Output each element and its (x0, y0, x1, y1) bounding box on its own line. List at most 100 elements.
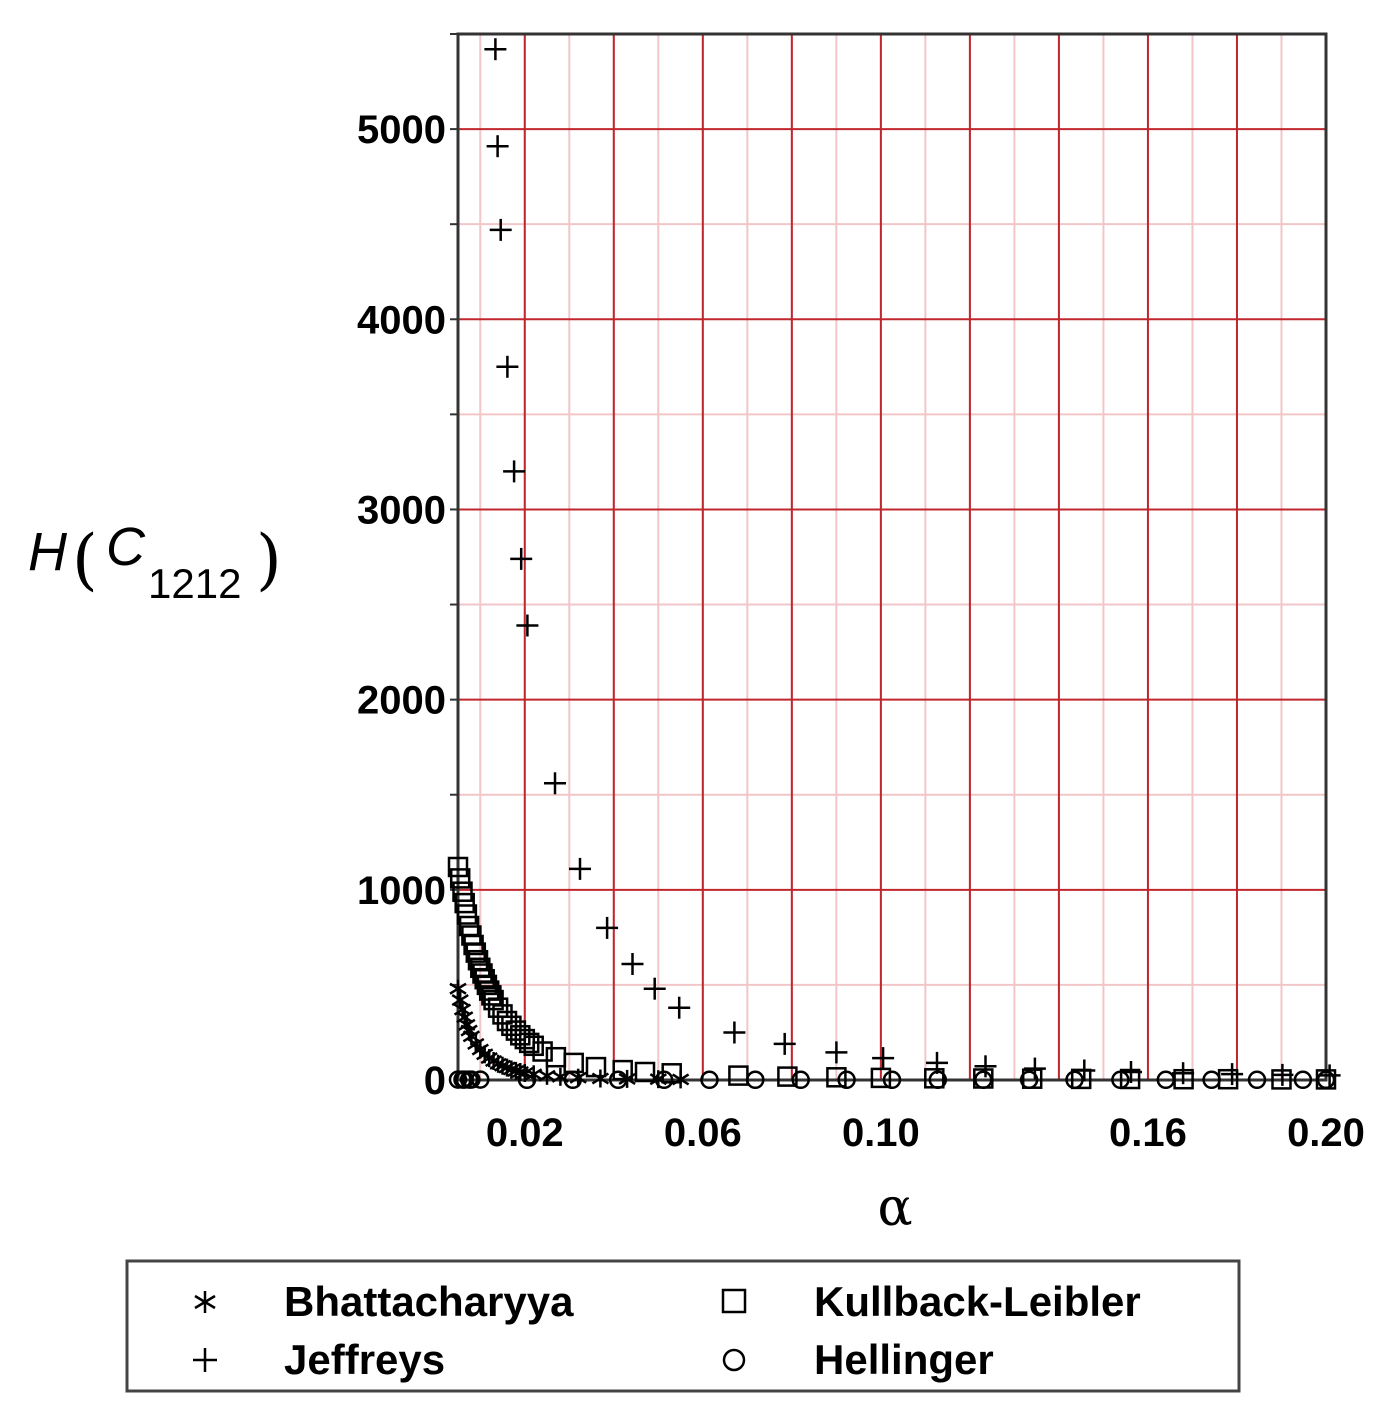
y-tick-label: 0 (424, 1059, 446, 1103)
svg-text:H: H (28, 522, 68, 582)
legend-label-kullback-leibler: Kullback-Leibler (814, 1278, 1141, 1325)
x-tick-label: 0.20 (1287, 1111, 1365, 1155)
legend-frame (125, 1259, 1241, 1393)
svg-text:C: C (106, 517, 146, 577)
data-point-kullback-leibler (447, 856, 469, 878)
data-point-hellinger (974, 1070, 993, 1090)
y-axis-label: H ( C 1212 ) (28, 517, 282, 607)
data-point-jeffreys (489, 218, 512, 241)
legend-item-kullback-leibler: Kullback-Leibler (721, 1278, 1141, 1325)
data-point-jeffreys (1172, 1062, 1195, 1085)
data-point-jeffreys (926, 1051, 948, 1074)
legend-marker-plus (193, 1348, 217, 1372)
data-point-hellinger (837, 1070, 856, 1090)
data-point-hellinger (654, 1070, 674, 1090)
data-point-jeffreys (496, 355, 519, 378)
legend-marker-circle (722, 1348, 746, 1372)
data-point-jeffreys (484, 38, 507, 61)
legend-item-jeffreys: Jeffreys (193, 1336, 445, 1383)
x-axis-label: α (877, 1178, 912, 1238)
legend-marker-star (194, 1291, 216, 1313)
y-axis-label-main: H (28, 522, 68, 582)
y-tick-label: 5000 (357, 108, 446, 152)
data-point-jeffreys (510, 547, 533, 570)
legend-marker-square (721, 1288, 747, 1314)
data-point-hellinger (882, 1070, 902, 1090)
data-point-kullback-leibler (545, 1046, 567, 1068)
data-point-jeffreys (569, 857, 591, 880)
data-point-kullback-leibler (481, 985, 502, 1006)
data-point-bhattacharyya (449, 979, 467, 998)
data-point-hellinger (1156, 1070, 1176, 1090)
data-point-kullback-leibler (826, 1067, 847, 1088)
data-point-hellinger (1019, 1070, 1039, 1090)
grid (458, 33, 1327, 1080)
data-point-kullback-leibler (476, 974, 498, 996)
data-point-kullback-leibler (532, 1041, 553, 1062)
data-point-bhattacharyya (451, 991, 469, 1010)
data-point-kullback-leibler (463, 934, 484, 956)
data-point-jeffreys (503, 460, 526, 483)
legend-label-jeffreys: Jeffreys (284, 1336, 445, 1383)
data-point-jeffreys (773, 1032, 796, 1055)
data-point-jeffreys (974, 1055, 997, 1078)
data-point-jeffreys (872, 1047, 895, 1070)
data-point-jeffreys (1318, 1064, 1341, 1087)
data-point-kullback-leibler (870, 1067, 892, 1089)
data-point-hellinger (1065, 1070, 1084, 1090)
data-point-hellinger (1316, 1070, 1336, 1090)
data-point-hellinger (1202, 1070, 1221, 1090)
tick-labels: 0.02 0.06 0.10 0.16 0.20 0 1000 2000 3000 4000 500… (357, 108, 1365, 1155)
data-point-hellinger (563, 1070, 583, 1090)
legend: Bhattacharyya Kullback-Leibler Jeffreys … (125, 1259, 1241, 1393)
data-point-jeffreys (544, 772, 566, 795)
y-axis-label-close-paren: ) (256, 521, 282, 598)
legend-label-hellinger: Hellinger (814, 1336, 994, 1383)
y-tick-label: 3000 (357, 488, 446, 532)
legend-item-hellinger: Hellinger (722, 1336, 994, 1383)
data-point-jeffreys (1271, 1063, 1294, 1086)
data-markers (447, 38, 1341, 1090)
y-axis-label-subscript: 1212 (148, 560, 241, 607)
y-tick-label: 1000 (357, 869, 446, 913)
x-tick-label: 0.06 (664, 1111, 742, 1155)
data-point-hellinger (700, 1070, 719, 1090)
plot-frame (456, 32, 1328, 1082)
data-point-jeffreys (668, 996, 691, 1019)
data-point-kullback-leibler (452, 881, 473, 902)
data-point-kullback-leibler (563, 1052, 584, 1074)
data-point-kullback-leibler (465, 942, 487, 963)
data-point-hellinger (746, 1070, 765, 1090)
data-point-kullback-leibler (634, 1061, 656, 1083)
y-axis-label-open-paren: ( (72, 521, 98, 598)
x-tick-label: 0.10 (842, 1111, 920, 1155)
data-point-hellinger (517, 1070, 537, 1090)
axes (450, 33, 1326, 1082)
y-tick-label: 2000 (357, 679, 446, 723)
data-point-hellinger (791, 1070, 810, 1090)
x-tick-label: 0.02 (486, 1111, 564, 1155)
data-point-kullback-leibler (474, 968, 495, 990)
y-tick-label: 4000 (357, 298, 446, 342)
data-point-hellinger (1247, 1070, 1267, 1090)
data-point-hellinger (608, 1070, 628, 1090)
data-point-jeffreys (1221, 1063, 1244, 1086)
data-point-hellinger (471, 1070, 490, 1089)
data-point-hellinger (1111, 1070, 1130, 1090)
data-point-jeffreys (1073, 1059, 1096, 1082)
data-point-jeffreys (825, 1041, 848, 1064)
data-point-kullback-leibler (449, 868, 471, 889)
legend-label-bhattacharyya: Bhattacharyya (284, 1278, 574, 1325)
data-point-kullback-leibler (728, 1065, 749, 1086)
data-point-hellinger (462, 1070, 481, 1089)
y-axis-label-symbol: C (106, 517, 146, 577)
svg-text:1212: 1212 (148, 560, 241, 607)
data-point-kullback-leibler (585, 1056, 607, 1078)
data-point-hellinger (1293, 1070, 1313, 1090)
data-point-kullback-leibler (456, 904, 478, 925)
data-point-hellinger (928, 1070, 948, 1090)
legend-item-bhattacharyya: Bhattacharyya (194, 1278, 574, 1325)
data-point-kullback-leibler (454, 892, 475, 914)
data-point-jeffreys (621, 953, 644, 975)
